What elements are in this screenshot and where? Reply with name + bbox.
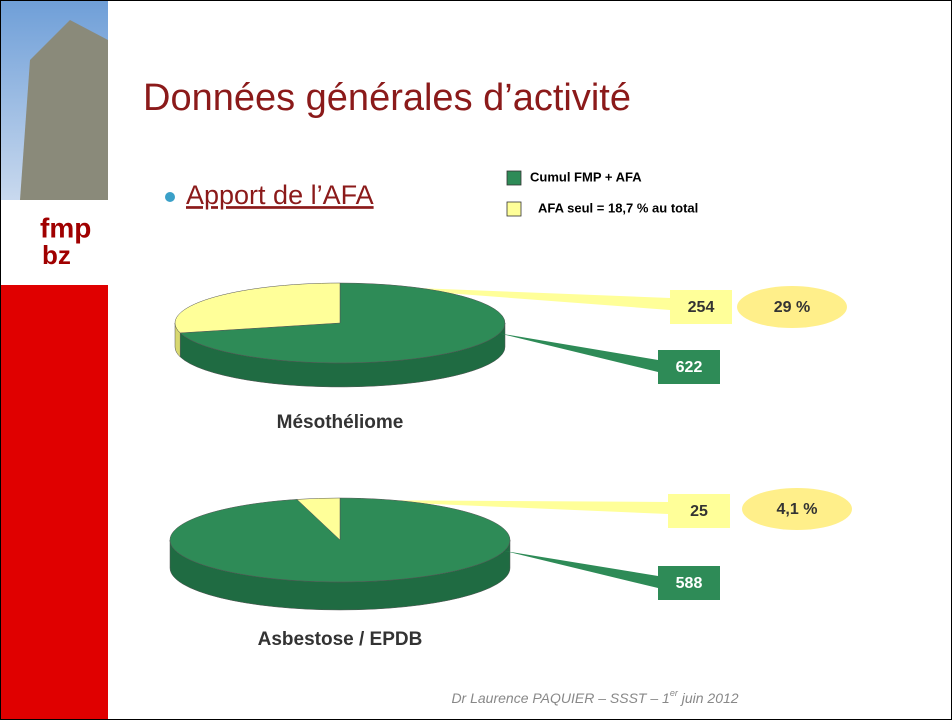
percent-bubble (742, 488, 852, 530)
percent-label: 29 % (774, 299, 810, 316)
legend-swatch (506, 201, 522, 217)
pie-title: Asbestose / EPDB (258, 629, 423, 650)
logo-bg (1, 200, 108, 285)
footer-text: juin 2012 (678, 690, 739, 706)
legend-label: AFA seul = 18,7 % au total (538, 200, 698, 215)
bullet-text: Apport de l’AFA (186, 180, 374, 210)
footer: Dr Laurence PAQUIER – SSST – 1er juin 20… (451, 688, 738, 705)
footer-sup: er (670, 688, 679, 698)
logo-text: fmp (40, 212, 91, 243)
legend-swatch (506, 170, 522, 186)
building (20, 20, 108, 200)
pie-slice (174, 282, 341, 334)
red-band (1, 285, 108, 719)
percent-bubble (737, 286, 847, 328)
bullet-dot (165, 192, 175, 202)
pie-slice (179, 282, 506, 364)
value-box (668, 494, 730, 528)
pie-title: Mésothéliome (277, 412, 404, 433)
value-box (670, 290, 732, 324)
value-label: 254 (688, 299, 715, 316)
value-box (658, 566, 720, 600)
value-label: 588 (676, 575, 703, 592)
leader (504, 550, 658, 588)
value-label: 25 (690, 503, 708, 520)
value-box (658, 350, 720, 384)
percent-label: 4,1 % (777, 501, 818, 518)
pie-slice (169, 497, 511, 583)
slide-title: Données générales d’activité (143, 77, 631, 119)
logo-text: bz (42, 240, 71, 270)
pie-slice (296, 497, 341, 541)
leader (499, 333, 658, 372)
value-label: 622 (676, 359, 703, 376)
legend-label: Cumul FMP + AFA (530, 169, 642, 184)
footer-text: Dr Laurence PAQUIER – SSST – 1 (451, 690, 669, 706)
